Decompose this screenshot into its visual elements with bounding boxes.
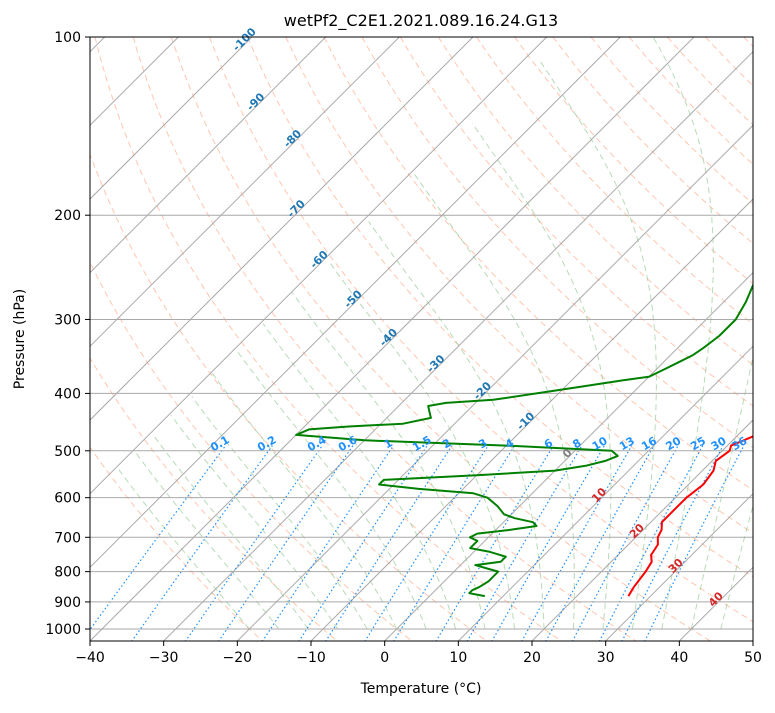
x-tick-label: 50 [744, 650, 762, 666]
x-tick-label: −20 [223, 650, 253, 666]
y-axis-label: Pressure (hPa) [12, 289, 28, 389]
x-tick-label: 30 [597, 650, 615, 666]
y-tick-label: 200 [54, 208, 81, 224]
x-tick-label: −10 [296, 650, 326, 666]
isotherm-line [752, 37, 775, 642]
x-axis-label: Temperature (°C) [360, 681, 482, 697]
y-tick-label: 100 [54, 30, 81, 46]
y-tick-label: 1000 [45, 622, 81, 638]
x-tick-label: 20 [523, 650, 541, 666]
x-tick-label: −30 [149, 650, 179, 666]
chart-title: wetPf2_C2E1.2021.089.16.24.G13 [284, 11, 558, 31]
x-tick-label: 40 [670, 650, 688, 666]
y-tick-label: 300 [54, 312, 81, 328]
y-tick-label: 800 [54, 565, 81, 581]
y-tick-label: 700 [54, 530, 81, 546]
y-tick-label: 900 [54, 595, 81, 611]
y-tick-label: 500 [54, 444, 81, 460]
y-tick-label: 600 [54, 491, 81, 507]
x-tick-label: 10 [449, 650, 467, 666]
y-tick-label: 400 [54, 386, 81, 402]
x-tick-label: 0 [380, 650, 389, 666]
x-tick-label: −40 [75, 650, 105, 666]
